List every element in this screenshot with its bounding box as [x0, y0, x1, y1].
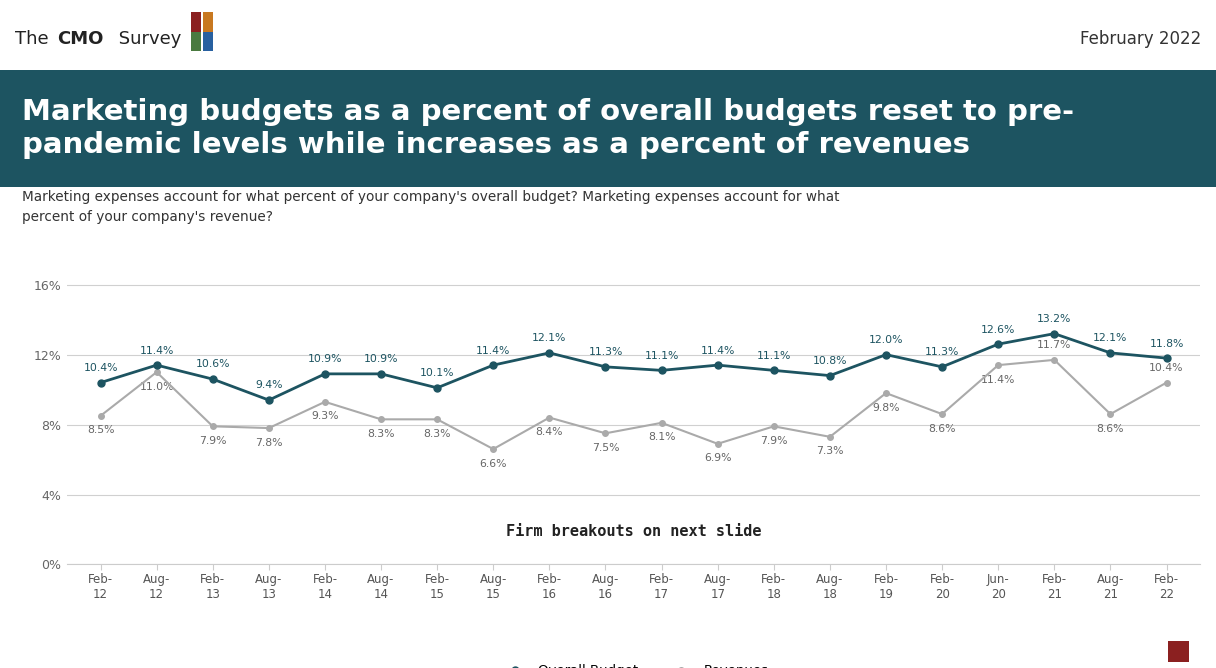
Text: 10.4%: 10.4% — [83, 363, 118, 373]
Text: Firm breakouts on next slide: Firm breakouts on next slide — [506, 524, 761, 538]
Text: 8.4%: 8.4% — [535, 428, 563, 437]
Text: 11.7%: 11.7% — [1037, 340, 1071, 350]
Text: 11.4%: 11.4% — [477, 345, 511, 355]
Text: The: The — [15, 29, 54, 47]
Text: 11.8%: 11.8% — [1149, 339, 1183, 349]
Text: 10.9%: 10.9% — [364, 354, 399, 364]
Text: 11.0%: 11.0% — [140, 381, 174, 391]
Text: 10.1%: 10.1% — [420, 368, 455, 378]
Text: CMO: CMO — [57, 29, 103, 47]
Text: 8.6%: 8.6% — [928, 424, 956, 434]
Text: 10.6%: 10.6% — [196, 359, 230, 369]
Legend: Overall Budget, Revenues: Overall Budget, Revenues — [492, 659, 775, 668]
Text: February 2022: February 2022 — [1080, 29, 1201, 47]
Bar — [191, 12, 201, 31]
Text: 11.1%: 11.1% — [644, 351, 679, 361]
Text: 12.1%: 12.1% — [533, 333, 567, 343]
Text: 6.9%: 6.9% — [704, 454, 732, 464]
Text: 11.4%: 11.4% — [140, 345, 174, 355]
Text: 7.9%: 7.9% — [199, 436, 226, 446]
Bar — [203, 31, 213, 51]
Text: 8.6%: 8.6% — [1097, 424, 1124, 434]
Text: 9.4%: 9.4% — [255, 381, 282, 391]
Text: 11.1%: 11.1% — [756, 351, 790, 361]
Text: 8.3%: 8.3% — [367, 429, 395, 439]
Bar — [1167, 641, 1189, 662]
Text: 7.8%: 7.8% — [255, 438, 282, 448]
Text: 11.3%: 11.3% — [925, 347, 959, 357]
Text: 11.4%: 11.4% — [700, 345, 734, 355]
Text: Marketing budgets as a percent of overall budgets reset to pre-
pandemic levels : Marketing budgets as a percent of overal… — [22, 98, 1074, 160]
Text: 8.3%: 8.3% — [423, 429, 451, 439]
Text: 11.3%: 11.3% — [589, 347, 623, 357]
Text: 10.4%: 10.4% — [1149, 363, 1184, 373]
Text: 6.6%: 6.6% — [479, 459, 507, 469]
Text: 10.8%: 10.8% — [812, 356, 848, 366]
Text: 8.1%: 8.1% — [648, 432, 675, 442]
Text: 8.5%: 8.5% — [86, 426, 114, 436]
Text: 13.2%: 13.2% — [1037, 314, 1071, 324]
Text: 7.9%: 7.9% — [760, 436, 788, 446]
Text: Marketing expenses account for what percent of your company's overall budget? Ma: Marketing expenses account for what perc… — [22, 190, 839, 224]
Text: 9.3%: 9.3% — [311, 411, 339, 422]
Bar — [191, 31, 201, 51]
Text: 11.4%: 11.4% — [981, 375, 1015, 385]
Text: 7.5%: 7.5% — [592, 443, 619, 453]
Text: Survey: Survey — [113, 29, 181, 47]
Text: 10.9%: 10.9% — [308, 354, 342, 364]
Text: 12.6%: 12.6% — [981, 325, 1015, 335]
Text: 9.8%: 9.8% — [872, 403, 900, 413]
Text: 12.0%: 12.0% — [868, 335, 903, 345]
Bar — [203, 12, 213, 31]
Text: 7.3%: 7.3% — [816, 446, 844, 456]
Text: 12.1%: 12.1% — [1093, 333, 1127, 343]
